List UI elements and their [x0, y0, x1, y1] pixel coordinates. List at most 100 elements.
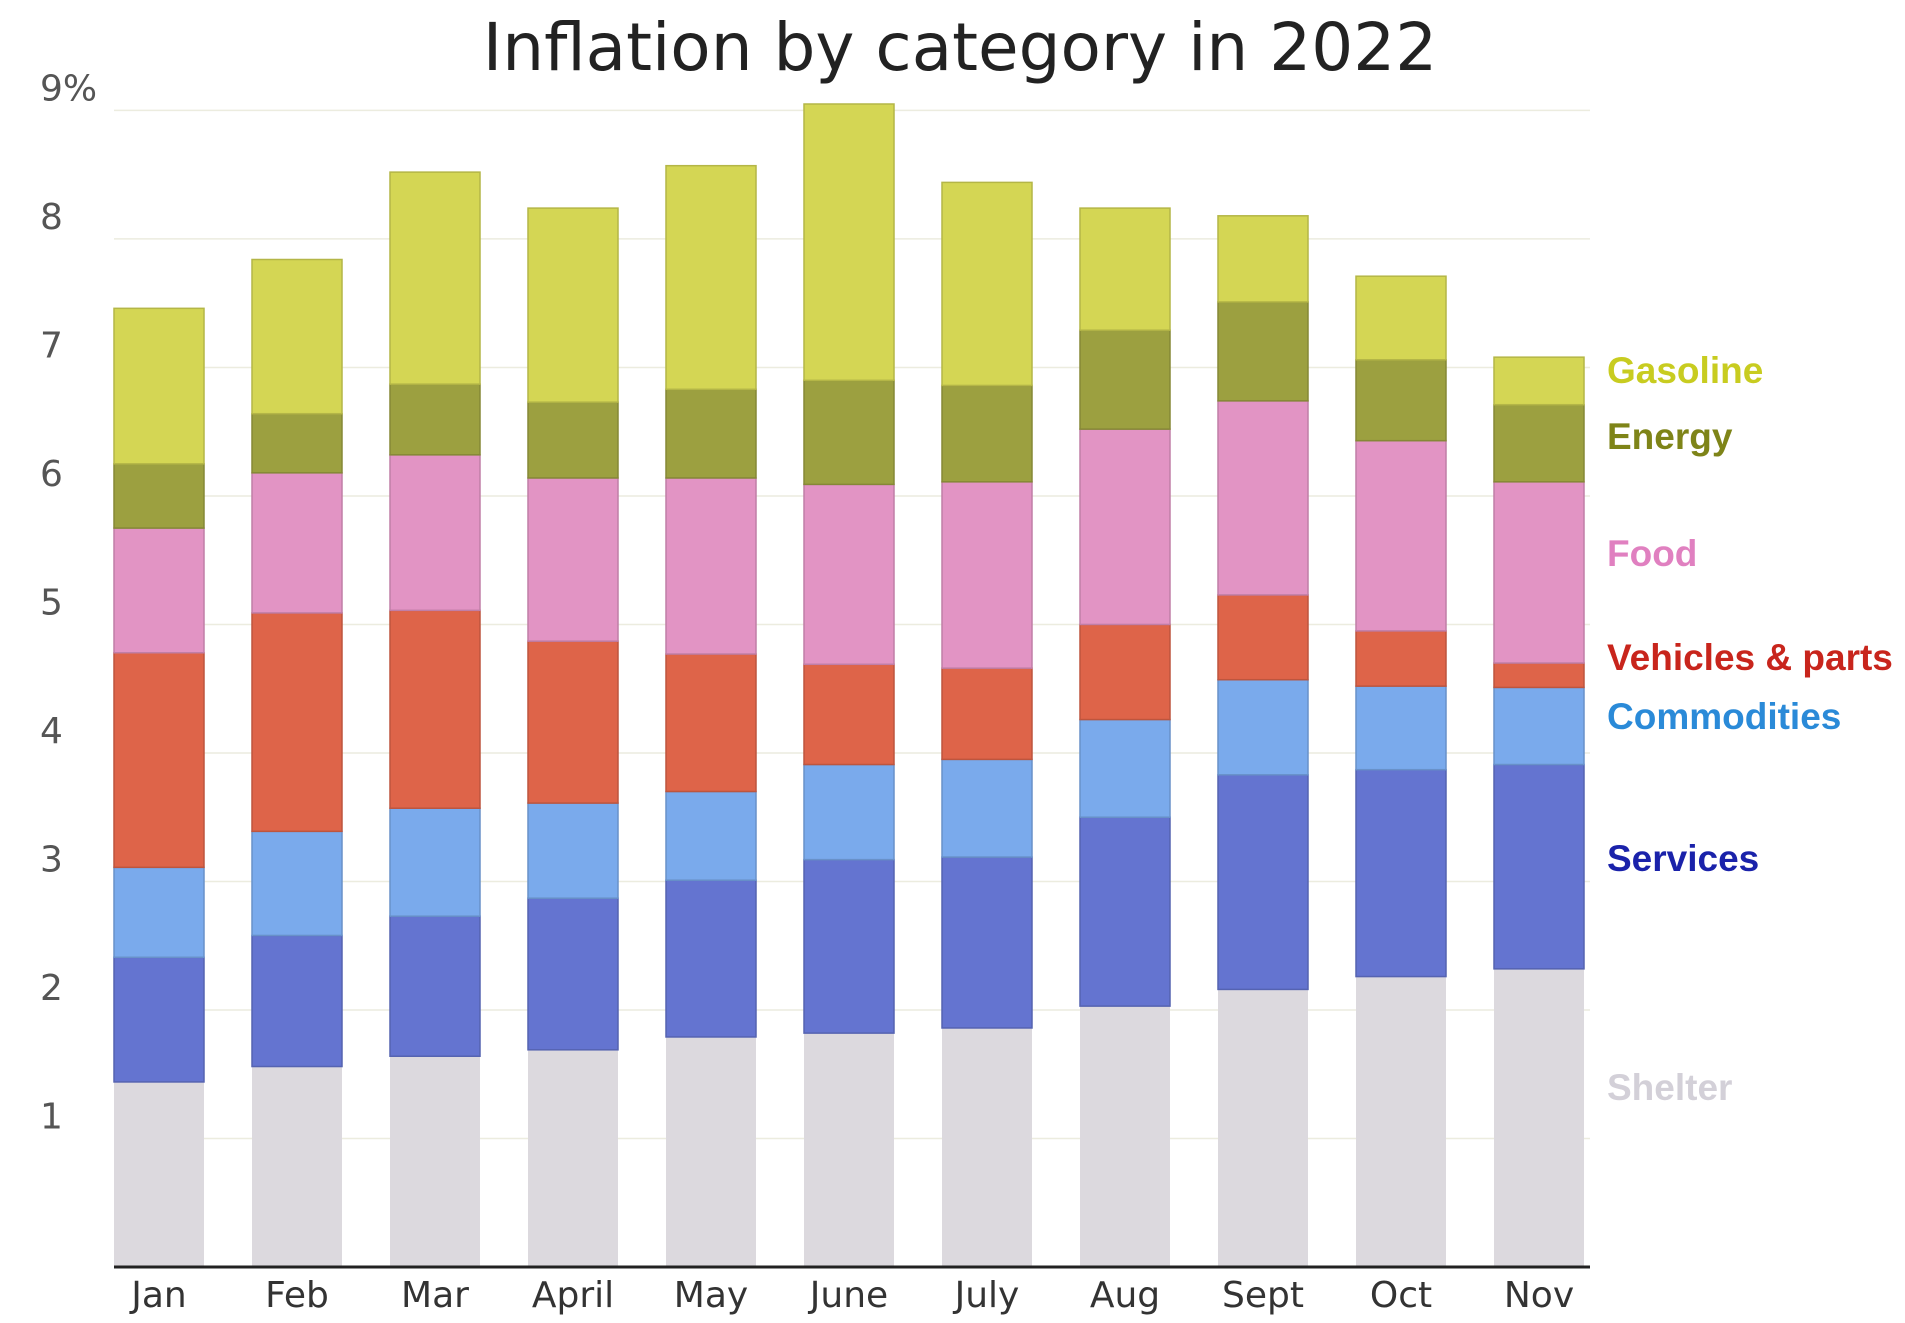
bar-segment-shelter-mar [390, 1056, 480, 1267]
legend: Shelter Services Commodities Vehicles & par… [1607, 350, 1893, 1108]
bar-segment-gasoline-nov [1493, 356, 1585, 406]
bar-segment-energy-jan [113, 463, 205, 529]
x-tick-label-aug: Aug [1090, 1275, 1160, 1316]
bar-segment-gasoline-may [665, 164, 757, 391]
bar-segment-energy-mar [389, 383, 481, 456]
bar-segment-services-oct [1355, 768, 1447, 978]
bar-segment-vehicles-parts-feb [251, 612, 343, 833]
y-tick-label-1: 1 [40, 1096, 63, 1137]
bar-segment-commodities-jan [113, 866, 205, 959]
bar-segment-services-aug [1079, 816, 1171, 1007]
bar-segment-energy-sept [1217, 301, 1309, 402]
y-tick-label-6: 6 [40, 454, 63, 495]
bar-stack-sept [1217, 215, 1309, 1267]
bar-stack-nov [1493, 356, 1585, 1267]
bar-segment-food-oct [1355, 439, 1447, 632]
bar-stack-feb [251, 258, 343, 1267]
bar-stack-july [941, 181, 1033, 1267]
bar-segment-vehicles-parts-may [665, 653, 757, 793]
bar-segment-shelter-aug [1080, 1006, 1170, 1267]
bar-segment-vehicles-parts-april [527, 640, 619, 804]
bar-segment-commodities-sept [1217, 678, 1309, 776]
bar-segment-vehicles-parts-nov [1493, 662, 1585, 689]
bar-segment-energy-aug [1079, 329, 1171, 430]
bar-segment-commodities-may [665, 790, 757, 881]
bar-segment-vehicles-parts-july [941, 667, 1033, 761]
bar-segment-services-mar [389, 915, 481, 1057]
legend-label-energy: Energy [1607, 416, 1733, 457]
x-tick-label-june: June [808, 1275, 888, 1316]
bar-segment-commodities-oct [1355, 685, 1447, 771]
x-tick-label-nov: Nov [1504, 1275, 1574, 1316]
bar-segment-shelter-oct [1356, 976, 1446, 1267]
bar-segment-gasoline-sept [1217, 215, 1309, 303]
bar-segment-vehicles-parts-mar [389, 609, 481, 809]
legend-label-commodities: Commodities [1607, 696, 1841, 737]
bar-segment-gasoline-july [941, 181, 1033, 387]
x-tick-label-mar: Mar [401, 1275, 469, 1316]
bar-segment-food-aug [1079, 428, 1171, 626]
bar-segment-commodities-aug [1079, 718, 1171, 818]
y-tick-label-4: 4 [40, 711, 63, 752]
bar-segment-energy-nov [1493, 403, 1585, 483]
bar-segment-energy-april [527, 401, 619, 479]
y-tick-label-5: 5 [40, 582, 63, 623]
bar-segment-services-nov [1493, 763, 1585, 970]
bar-stack-may [665, 164, 757, 1267]
bar-segment-gasoline-june [803, 103, 895, 382]
legend-label-food: Food [1607, 533, 1697, 574]
bar-stack-mar [389, 171, 481, 1267]
bar-segment-shelter-june [804, 1033, 894, 1267]
x-tick-label-sept: Sept [1222, 1275, 1304, 1316]
bar-segment-shelter-july [942, 1027, 1032, 1267]
bar-segment-gasoline-april [527, 207, 619, 403]
bar-segment-food-july [941, 481, 1033, 669]
bar-segment-food-mar [389, 454, 481, 612]
bar-segment-services-april [527, 897, 619, 1051]
bar-segment-services-feb [251, 934, 343, 1068]
bar-segment-energy-june [803, 379, 895, 486]
bar-segment-food-jan [113, 527, 205, 654]
bar-segment-services-jan [113, 956, 205, 1083]
legend-label-services: Services [1607, 838, 1759, 879]
bar-segment-shelter-jan [114, 1081, 204, 1267]
bar-stack-jan [113, 307, 205, 1267]
bar-segment-gasoline-jan [113, 307, 205, 465]
bar-segment-commodities-feb [251, 830, 343, 937]
x-tick-label-oct: Oct [1370, 1275, 1432, 1316]
bar-segment-shelter-nov [1494, 968, 1584, 1267]
bar-segment-services-may [665, 879, 757, 1038]
legend-label-shelter: Shelter [1607, 1067, 1732, 1108]
bar-segment-energy-oct [1355, 358, 1447, 442]
bar-segment-food-june [803, 483, 895, 666]
legend-label-vehicles-parts: Vehicles & parts [1607, 637, 1893, 678]
bar-stack-aug [1079, 207, 1171, 1267]
bar-segment-commodities-june [803, 763, 895, 861]
bar-segment-shelter-may [666, 1036, 756, 1267]
bar-stack-april [527, 207, 619, 1267]
bar-segment-vehicles-parts-jan [113, 651, 205, 869]
bar-segment-commodities-mar [389, 807, 481, 917]
y-tick-label-8: 8 [40, 197, 63, 238]
bar-segment-shelter-sept [1218, 989, 1308, 1267]
bar-segment-energy-july [941, 384, 1033, 483]
bar-segment-gasoline-mar [389, 171, 481, 385]
bar-segment-services-july [941, 856, 1033, 1029]
bar-segment-vehicles-parts-june [803, 663, 895, 766]
bar-segment-vehicles-parts-sept [1217, 594, 1309, 681]
bar-stack-oct [1355, 275, 1447, 1267]
legend-label-gasoline: Gasoline [1607, 350, 1763, 391]
bar-segment-commodities-april [527, 802, 619, 899]
y-tick-label-7: 7 [40, 325, 63, 366]
bar-segment-gasoline-aug [1079, 207, 1171, 331]
y-tick-label-3: 3 [40, 839, 63, 880]
x-tick-label-july: July [953, 1275, 1020, 1316]
bar-segment-gasoline-feb [251, 258, 343, 415]
bar-segment-services-sept [1217, 774, 1309, 991]
bar-segment-vehicles-parts-aug [1079, 623, 1171, 721]
bar-segment-food-april [527, 477, 619, 642]
x-tick-label-jan: Jan [129, 1275, 187, 1316]
bar-segment-energy-feb [251, 412, 343, 474]
bar-segment-food-feb [251, 472, 343, 614]
